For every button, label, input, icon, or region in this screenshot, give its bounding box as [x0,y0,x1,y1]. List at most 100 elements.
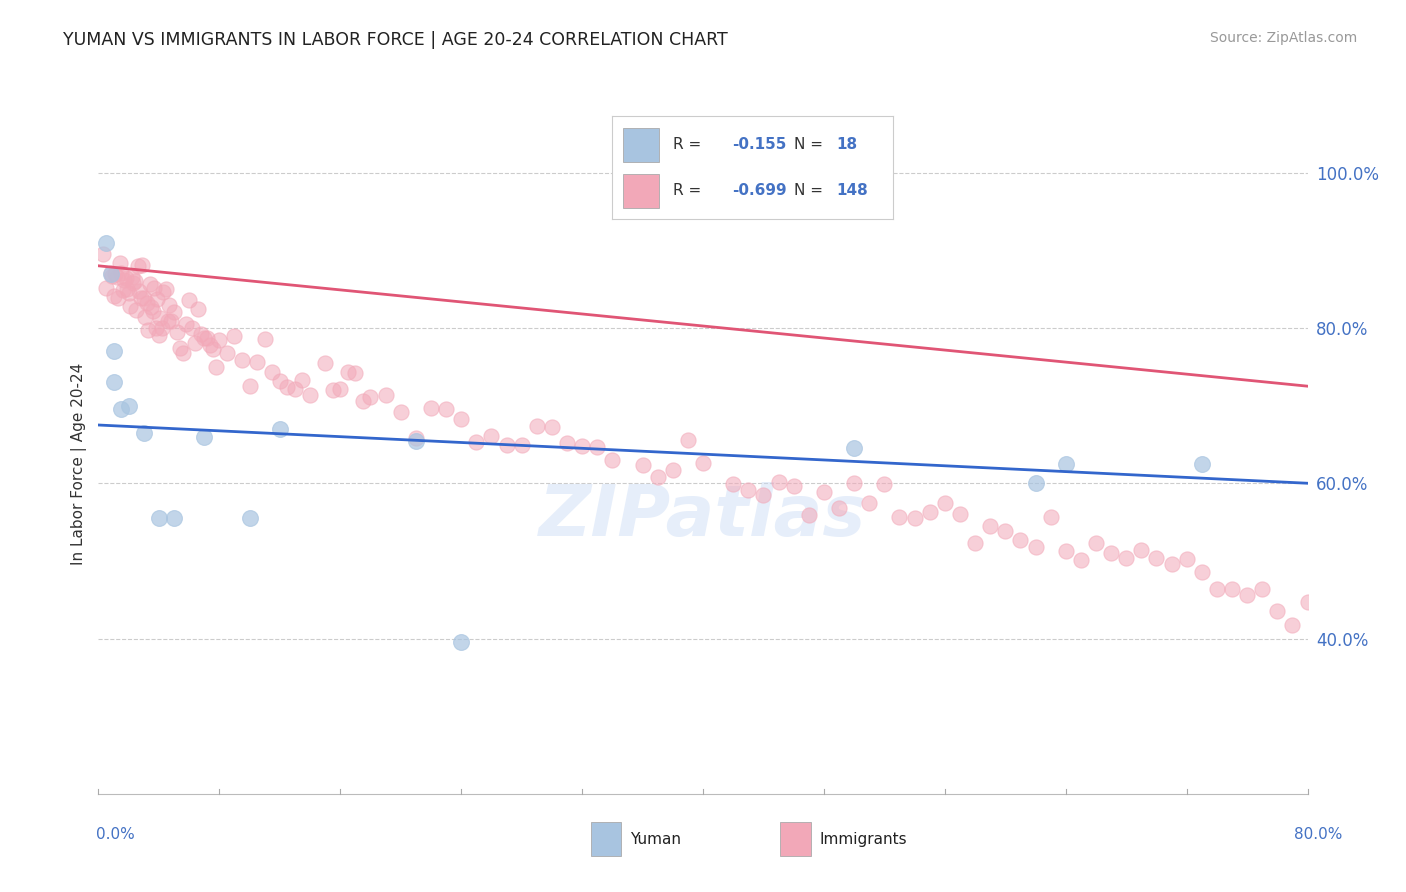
Point [344,366,367,380]
Point [100,267,122,281]
Point [202,343,225,357]
Point [174,317,197,331]
Point [91,247,114,261]
Point [631,458,654,472]
Point [797,508,820,522]
Point [737,483,759,497]
Point [172,346,194,360]
Point [434,401,457,416]
Point [844,442,866,456]
Point [1386,632,1406,646]
Point [465,434,488,449]
Text: -0.699: -0.699 [733,184,787,198]
Bar [623,175,659,208]
Point [352,393,374,408]
Point [918,505,941,519]
Point [873,477,896,491]
Text: ZIPatlas: ZIPatlas [540,483,866,551]
Point [110,266,132,280]
Point [224,329,246,343]
Point [322,383,344,397]
Point [1191,566,1213,580]
Point [1160,557,1182,571]
Point [112,273,135,287]
Point [103,376,125,390]
Point [193,331,215,345]
Point [148,328,170,343]
Point [979,518,1001,533]
Point [692,456,714,470]
Point [419,401,441,416]
Point [526,419,548,434]
Point [125,303,148,318]
Point [122,277,145,291]
Text: R =: R = [673,137,702,153]
Text: 148: 148 [837,184,869,198]
Point [1379,627,1402,641]
Point [134,310,156,325]
Point [602,453,624,467]
Point [1175,552,1198,566]
Point [143,281,166,295]
Text: N =: N = [794,184,824,198]
Point [510,438,533,452]
Point [1265,604,1288,618]
Text: N =: N = [794,137,824,153]
Point [450,635,472,649]
Point [1085,535,1108,549]
Point [253,332,276,346]
Point [149,310,172,325]
Point [965,536,987,550]
Point [94,281,117,295]
Point [336,364,359,378]
Text: 80.0%: 80.0% [1295,827,1343,841]
Point [647,470,669,484]
Text: 0.0%: 0.0% [96,827,135,841]
Point [1115,551,1137,566]
Point [1220,582,1243,597]
Point [276,380,298,394]
Point [177,293,201,308]
Point [101,268,124,283]
Point [1326,632,1348,646]
Text: Immigrants: Immigrants [820,832,907,847]
Point [768,475,790,489]
Text: Source: ZipAtlas.com: Source: ZipAtlas.com [1209,31,1357,45]
Point [132,291,155,305]
Point [163,305,186,319]
Point [142,304,165,318]
Point [1054,457,1077,471]
Point [269,374,291,388]
Point [299,388,322,402]
Point [110,402,132,417]
Point [146,292,169,306]
Point [100,266,122,280]
Text: Yuman: Yuman [630,832,681,847]
Point [129,292,152,306]
Point [1010,533,1032,547]
Point [184,336,207,351]
Text: R =: R = [673,184,702,198]
Point [231,353,253,368]
Point [195,331,218,345]
Point [163,511,186,525]
Point [136,323,159,337]
Point [586,440,609,454]
Point [200,338,222,352]
Point [571,439,593,453]
Point [329,382,352,396]
Point [1099,546,1122,560]
Point [114,271,136,285]
Point [193,430,215,444]
Point [405,431,427,445]
Point [139,277,162,291]
Point [120,299,142,313]
Point [118,285,141,300]
Point [118,399,141,413]
Point [121,270,143,285]
Point [131,258,153,272]
Point [889,509,911,524]
Point [828,501,851,516]
Point [1251,582,1274,596]
Point [111,283,134,297]
